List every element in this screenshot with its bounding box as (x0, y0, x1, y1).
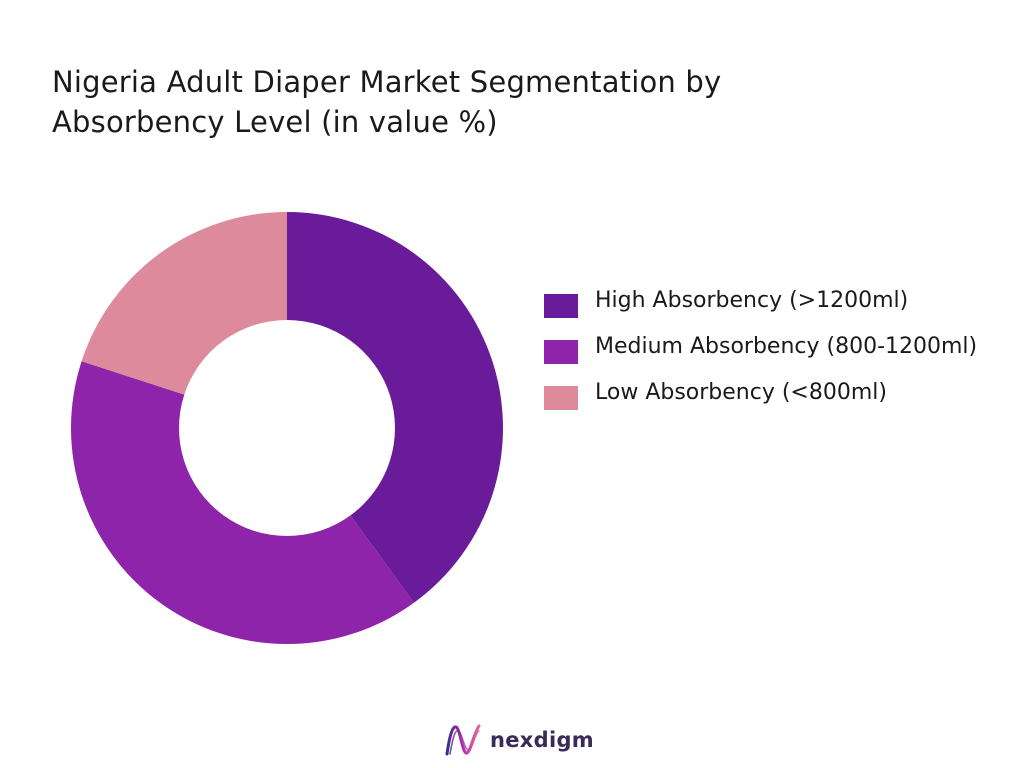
donut-chart (60, 200, 520, 660)
donut-chart-svg (70, 212, 504, 645)
logo-text: nexdigm (490, 728, 594, 752)
donut-slice-medium (70, 361, 414, 645)
legend-swatch-low (544, 386, 578, 410)
legend-label-medium: Medium Absorbency (800-1200ml) (595, 334, 978, 359)
legend-swatch-medium (544, 340, 578, 364)
legend-label-high: High Absorbency (>1200ml) (595, 288, 909, 313)
legend-label-low: Low Absorbency (<800ml) (595, 380, 887, 405)
donut-slice-high (287, 212, 504, 603)
donut-slice-low (81, 212, 287, 395)
nexdigm-logo: nexdigm (444, 722, 594, 758)
legend-swatch-high (544, 294, 578, 318)
legend-item-low: Low Absorbency (<800ml) (544, 376, 984, 410)
chart-title: Nigeria Adult Diaper Market Segmentation… (52, 65, 722, 139)
legend-item-medium: Medium Absorbency (800-1200ml) (544, 330, 984, 364)
chart-legend: High Absorbency (>1200ml) Medium Absorbe… (544, 284, 984, 422)
legend-item-high: High Absorbency (>1200ml) (544, 284, 984, 318)
nexdigm-logo-icon (445, 724, 481, 756)
